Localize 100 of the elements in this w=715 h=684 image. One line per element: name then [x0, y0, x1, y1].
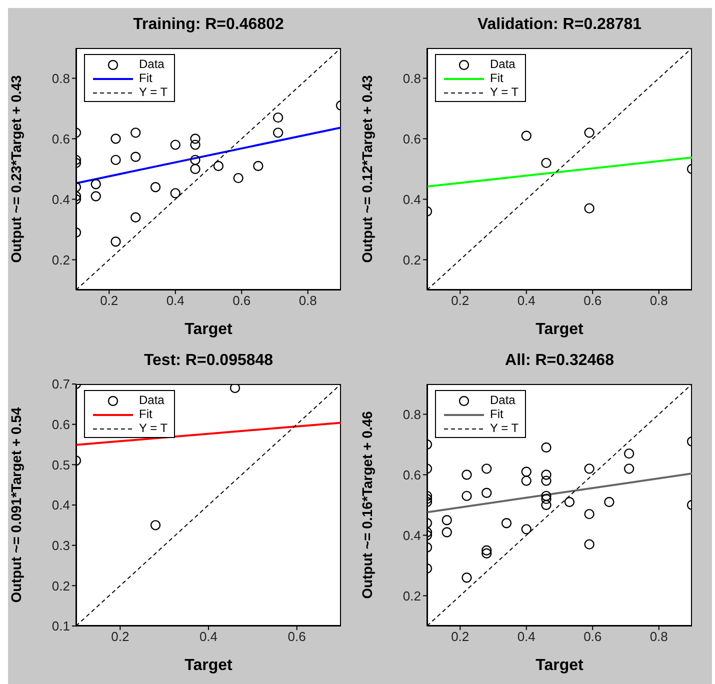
x-tick-label: 0.2 — [100, 293, 118, 308]
point — [584, 539, 594, 550]
y-tick-label: 0.4 — [52, 498, 70, 513]
point — [482, 488, 492, 498]
x-tick-label: 0.6 — [288, 629, 306, 644]
point — [253, 160, 264, 172]
point — [521, 524, 532, 534]
point — [584, 203, 594, 214]
point — [624, 464, 634, 474]
legend-label: Y = T — [139, 421, 168, 435]
point — [501, 518, 512, 528]
point — [150, 182, 161, 192]
legend-label: Y = T — [490, 85, 519, 99]
x-axis-title: Target — [184, 657, 234, 674]
point — [110, 154, 121, 166]
point — [521, 476, 532, 486]
y-tick-label: 0.2 — [52, 252, 70, 268]
point — [541, 442, 552, 453]
y-tick-label: 0.6 — [52, 416, 70, 432]
y-tick-label: 0.4 — [402, 192, 421, 207]
y-tick-label: 0.4 — [402, 528, 421, 543]
point — [230, 384, 240, 394]
point — [584, 464, 594, 474]
legend-label: Y = T — [490, 421, 519, 435]
point — [482, 545, 492, 556]
x-axis-title: Target — [536, 321, 584, 338]
point — [130, 128, 141, 138]
x-tick-label: 0.8 — [650, 629, 668, 644]
legend-label: Fit — [490, 407, 504, 421]
point — [170, 188, 180, 198]
x-axis-title: Target — [536, 657, 584, 674]
point — [213, 160, 224, 172]
legend-label: Fit — [139, 71, 152, 85]
y-tick-label: 0.8 — [52, 70, 70, 86]
point — [584, 508, 594, 520]
point — [190, 154, 200, 166]
y-tick-label: 0.8 — [402, 406, 421, 422]
point — [604, 496, 614, 508]
x-tick-label: 0.4 — [517, 629, 536, 644]
point — [190, 140, 200, 150]
legend-label: Data — [139, 57, 164, 71]
point — [150, 520, 161, 530]
y-tick-label: 0.6 — [402, 131, 421, 146]
y-axis-title: Output ~= 0.23*Target + 0.43 — [8, 74, 24, 263]
point — [190, 134, 200, 144]
point — [110, 236, 121, 247]
x-tick-label: 0.6 — [232, 293, 251, 308]
point — [272, 112, 284, 123]
point — [482, 464, 492, 474]
legend-label: Data — [490, 57, 516, 71]
y-axis-title: Output ~= 0.091*Target + 0.54 — [8, 407, 24, 603]
y-tick-label: 0.2 — [52, 578, 70, 594]
x-tick-label: 0.2 — [451, 293, 470, 308]
point — [130, 212, 141, 222]
point — [521, 466, 532, 477]
point — [233, 172, 244, 184]
point — [541, 494, 552, 504]
point — [272, 128, 284, 138]
x-tick-label: 0.8 — [298, 293, 317, 308]
y-tick-label: 0.3 — [52, 538, 70, 553]
chart-title: Test: R=0.095848 — [142, 351, 274, 371]
x-tick-label: 0.6 — [584, 629, 602, 644]
chart-title: All: R=0.32468 — [504, 351, 615, 371]
y-tick-label: 0.4 — [52, 192, 70, 207]
point — [521, 130, 532, 141]
x-axis-title: Target — [184, 321, 234, 338]
point — [624, 448, 634, 459]
y-tick-label: 0.7 — [52, 376, 70, 392]
point — [190, 164, 200, 174]
point — [541, 158, 552, 168]
legend-label: Data — [490, 393, 516, 407]
legend-label: Data — [139, 393, 164, 407]
point — [541, 490, 552, 502]
y-tick-label: 0.6 — [402, 467, 421, 482]
legend-label: Y = T — [139, 85, 168, 99]
y-tick-label: 0.5 — [52, 457, 70, 472]
y-tick-label: 0.6 — [52, 131, 70, 146]
point — [110, 134, 121, 144]
x-tick-label: 0.6 — [584, 293, 602, 308]
y-tick-label: 0.2 — [402, 252, 421, 268]
chart-title: Validation: R=0.28781 — [476, 15, 643, 35]
point — [170, 140, 180, 150]
y-axis-title: Output ~= 0.12*Target + 0.43 — [358, 74, 375, 263]
point — [130, 152, 141, 162]
point — [541, 476, 552, 486]
point — [541, 500, 552, 510]
x-tick-label: 0.2 — [111, 629, 130, 644]
legend-label: Fit — [139, 407, 152, 421]
point — [584, 128, 594, 138]
y-axis-title: Output ~= 0.16*Target + 0.46 — [358, 410, 375, 599]
x-tick-label: 0.4 — [166, 293, 184, 308]
point — [482, 548, 492, 558]
chart-title: Training: R=0.46802 — [132, 15, 285, 35]
x-tick-label: 0.2 — [451, 629, 470, 644]
x-tick-label: 0.4 — [517, 293, 536, 308]
legend-label: Fit — [490, 71, 504, 85]
y-tick-label: 0.8 — [402, 70, 421, 86]
point — [541, 470, 552, 480]
x-tick-label: 0.4 — [199, 629, 218, 644]
y-tick-label: 0.2 — [402, 588, 421, 604]
